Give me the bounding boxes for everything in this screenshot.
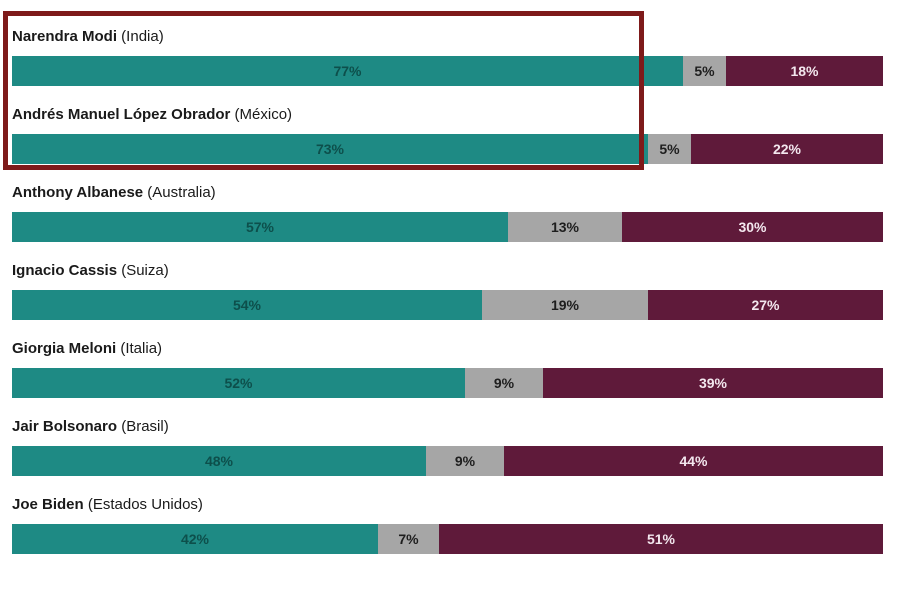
- row-label: Joe Biden (Estados Unidos): [12, 494, 203, 516]
- bar-segment-disapprove: 18%: [726, 56, 883, 86]
- leader-name: Andrés Manuel López Obrador: [12, 106, 231, 123]
- leader-country: (Italia): [116, 340, 163, 357]
- leader-country: (India): [117, 28, 164, 45]
- bar-segment-disapprove: 27%: [648, 290, 883, 320]
- stacked-bar: 54% 19% 27%: [12, 290, 883, 320]
- leader-name: Jair Bolsonaro: [12, 418, 118, 435]
- chart-row: Giorgia Meloni (Italia) 52% 9% 39%: [12, 338, 883, 400]
- bar-segment-approve: 73%: [12, 134, 648, 164]
- row-label: Jair Bolsonaro (Brasil): [12, 416, 169, 438]
- stacked-bar: 57% 13% 30%: [12, 212, 883, 242]
- leader-country: (Australia): [143, 184, 216, 201]
- chart-row: Jair Bolsonaro (Brasil) 48% 9% 44%: [12, 416, 883, 478]
- leader-name: Joe Biden: [12, 496, 84, 513]
- bar-segment-disapprove: 30%: [622, 212, 883, 242]
- leader-country: (México): [230, 106, 293, 123]
- bar-segment-neutral: 9%: [465, 368, 543, 398]
- leader-country: (Estados Unidos): [83, 496, 203, 513]
- bar-segment-disapprove: 44%: [504, 446, 883, 476]
- bar-segment-neutral: 9%: [426, 446, 504, 476]
- bar-segment-neutral: 13%: [508, 212, 622, 242]
- bar-segment-neutral: 5%: [683, 56, 726, 86]
- bar-segment-neutral: 19%: [482, 290, 648, 320]
- bar-segment-approve: 42%: [12, 524, 378, 554]
- leader-name: Ignacio Cassis: [12, 262, 118, 279]
- bar-segment-disapprove: 39%: [543, 368, 883, 398]
- bar-segment-approve: 57%: [12, 212, 508, 242]
- chart-row: Anthony Albanese (Australia) 57% 13% 30%: [12, 182, 883, 244]
- stacked-bar: 42% 7% 51%: [12, 524, 883, 554]
- chart-row: Andrés Manuel López Obrador (México) 73% 5…: [12, 104, 883, 166]
- leader-country: (Suiza): [117, 262, 169, 279]
- row-label: Andrés Manuel López Obrador (México): [12, 104, 292, 126]
- leader-name: Anthony Albanese: [12, 184, 144, 201]
- row-label: Giorgia Meloni (Italia): [12, 338, 162, 360]
- row-label: Narendra Modi (India): [12, 26, 164, 48]
- chart-row: Joe Biden (Estados Unidos) 42% 7% 51%: [12, 494, 883, 556]
- stacked-bar: 52% 9% 39%: [12, 368, 883, 398]
- bar-segment-approve: 77%: [12, 56, 683, 86]
- bar-segment-approve: 48%: [12, 446, 426, 476]
- row-label: Ignacio Cassis (Suiza): [12, 260, 169, 282]
- row-label: Anthony Albanese (Australia): [12, 182, 216, 204]
- leader-country: (Brasil): [117, 418, 169, 435]
- stacked-bar: 73% 5% 22%: [12, 134, 883, 164]
- bar-segment-approve: 54%: [12, 290, 482, 320]
- chart-row: Narendra Modi (India) 77% 5% 18%: [12, 26, 883, 88]
- leader-name: Giorgia Meloni: [12, 340, 117, 357]
- stacked-bar: 77% 5% 18%: [12, 56, 883, 86]
- bar-segment-neutral: 5%: [648, 134, 691, 164]
- stacked-bar: 48% 9% 44%: [12, 446, 883, 476]
- leader-name: Narendra Modi: [12, 28, 118, 45]
- chart-row: Ignacio Cassis (Suiza) 54% 19% 27%: [12, 260, 883, 322]
- bar-segment-disapprove: 51%: [439, 524, 883, 554]
- bar-segment-disapprove: 22%: [691, 134, 883, 164]
- bar-segment-neutral: 7%: [378, 524, 439, 554]
- bar-segment-approve: 52%: [12, 368, 465, 398]
